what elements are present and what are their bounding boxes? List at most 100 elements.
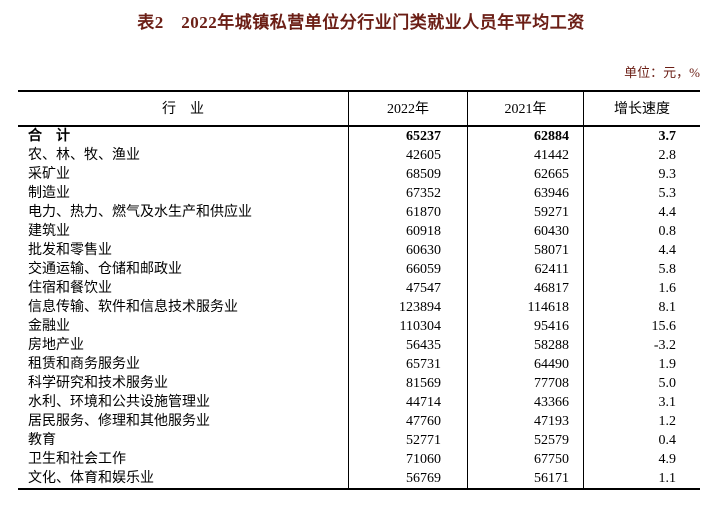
table-row: 建筑业 60918 60430 0.8	[18, 222, 700, 241]
growth-rate-cell: 3.1	[583, 393, 700, 412]
value-2022-cell: 47547	[348, 279, 467, 298]
table-row: 采矿业 68509 62665 9.3	[18, 165, 700, 184]
industry-name-cell: 水利、环境和公共设施管理业	[28, 395, 210, 410]
value-2021-cell: 43366	[467, 393, 583, 412]
value-2021-cell: 95416	[467, 317, 583, 336]
table-row: 租赁和商务服务业 65731 64490 1.9	[18, 355, 700, 374]
wage-table: 行 业 2022年 2021年 增长速度 合 计 65237 62884 3.7 农、林…	[18, 90, 700, 490]
growth-rate-cell: 4.4	[583, 203, 700, 222]
value-2022-cell: 65237	[348, 127, 467, 146]
table-row: 农、林、牧、渔业 42605 41442 2.8	[18, 146, 700, 165]
value-2022-cell: 123894	[348, 298, 467, 317]
value-2022-cell: 52771	[348, 431, 467, 450]
value-2022-cell: 44714	[348, 393, 467, 412]
industry-name-cell: 农、林、牧、渔业	[28, 148, 140, 163]
industry-name-cell: 批发和零售业	[28, 243, 112, 258]
value-2022-cell: 110304	[348, 317, 467, 336]
value-2022-cell: 65731	[348, 355, 467, 374]
industry-name-cell: 制造业	[28, 186, 70, 201]
table-row: 交通运输、仓储和邮政业 66059 62411 5.8	[18, 260, 700, 279]
table-row: 房地产业 56435 58288 -3.2	[18, 336, 700, 355]
value-2022-cell: 42605	[348, 146, 467, 165]
value-2022-cell: 47760	[348, 412, 467, 431]
value-2021-cell: 63946	[467, 184, 583, 203]
value-2022-cell: 61870	[348, 203, 467, 222]
table-body: 合 计 65237 62884 3.7 农、林、牧、渔业 42605 41442 2.8 采矿业…	[18, 127, 700, 488]
value-2022-cell: 60630	[348, 241, 467, 260]
industry-name-cell: 卫生和社会工作	[28, 452, 126, 467]
industry-name-cell: 交通运输、仓储和邮政业	[28, 262, 182, 277]
value-2021-cell: 58288	[467, 336, 583, 355]
value-2021-cell: 67750	[467, 450, 583, 469]
value-2022-cell: 71060	[348, 450, 467, 469]
value-2022-cell: 56435	[348, 336, 467, 355]
industry-name-cell: 电力、热力、燃气及水生产和供应业	[28, 205, 252, 220]
value-2021-cell: 62884	[467, 127, 583, 146]
value-2021-cell: 77708	[467, 374, 583, 393]
industry-name-cell: 教育	[28, 433, 56, 448]
industry-name-cell: 信息传输、软件和信息技术服务业	[28, 300, 238, 315]
table-row: 电力、热力、燃气及水生产和供应业 61870 59271 4.4	[18, 203, 700, 222]
growth-rate-cell: 0.8	[583, 222, 700, 241]
table-row: 水利、环境和公共设施管理业 44714 43366 3.1	[18, 393, 700, 412]
industry-name-cell: 居民服务、修理和其他服务业	[28, 414, 210, 429]
table-row: 卫生和社会工作 71060 67750 4.9	[18, 450, 700, 469]
growth-rate-cell: 1.1	[583, 469, 700, 488]
table-row: 批发和零售业 60630 58071 4.4	[18, 241, 700, 260]
table-row: 科学研究和技术服务业 81569 77708 5.0	[18, 374, 700, 393]
value-2022-cell: 68509	[348, 165, 467, 184]
table-row: 合 计 65237 62884 3.7	[18, 127, 700, 146]
industry-name-cell: 文化、体育和娱乐业	[28, 471, 154, 486]
unit-label: 单位：元，%	[624, 65, 700, 80]
value-2021-cell: 58071	[467, 241, 583, 260]
value-2021-cell: 59271	[467, 203, 583, 222]
growth-rate-cell: 4.4	[583, 241, 700, 260]
value-2021-cell: 41442	[467, 146, 583, 165]
industry-name-cell: 科学研究和技术服务业	[28, 376, 168, 391]
header-2021: 2021年	[467, 92, 583, 127]
value-2022-cell: 81569	[348, 374, 467, 393]
industry-name-cell: 房地产业	[28, 338, 84, 353]
growth-rate-cell: 1.2	[583, 412, 700, 431]
value-2022-cell: 67352	[348, 184, 467, 203]
growth-rate-cell: 5.0	[583, 374, 700, 393]
table-header-row: 行 业 2022年 2021年 增长速度	[18, 92, 700, 127]
growth-rate-cell: 1.6	[583, 279, 700, 298]
growth-rate-cell: 5.3	[583, 184, 700, 203]
industry-name-cell: 采矿业	[28, 167, 70, 182]
header-2022: 2022年	[348, 92, 467, 127]
value-2021-cell: 64490	[467, 355, 583, 374]
table-title: 表2 2022年城镇私营单位分行业门类就业人员年平均工资	[137, 13, 585, 32]
growth-rate-cell: 3.7	[583, 127, 700, 146]
growth-rate-cell: 15.6	[583, 317, 700, 336]
header-growth: 增长速度	[583, 92, 700, 127]
table-row: 金融业 110304 95416 15.6	[18, 317, 700, 336]
growth-rate-cell: 4.9	[583, 450, 700, 469]
table-row: 居民服务、修理和其他服务业 47760 47193 1.2	[18, 412, 700, 431]
value-2021-cell: 56171	[467, 469, 583, 488]
industry-name-cell: 合 计	[28, 129, 70, 144]
table-row: 信息传输、软件和信息技术服务业 123894 114618 8.1	[18, 298, 700, 317]
industry-name-cell: 租赁和商务服务业	[28, 357, 140, 372]
industry-name-cell: 金融业	[28, 319, 70, 334]
growth-rate-cell: 2.8	[583, 146, 700, 165]
table-row: 制造业 67352 63946 5.3	[18, 184, 700, 203]
value-2021-cell: 52579	[467, 431, 583, 450]
industry-name-cell: 住宿和餐饮业	[28, 281, 112, 296]
value-2021-cell: 47193	[467, 412, 583, 431]
table-row: 文化、体育和娱乐业 56769 56171 1.1	[18, 469, 700, 488]
growth-rate-cell: 0.4	[583, 431, 700, 450]
value-2021-cell: 62411	[467, 260, 583, 279]
table-row: 住宿和餐饮业 47547 46817 1.6	[18, 279, 700, 298]
growth-rate-cell: 9.3	[583, 165, 700, 184]
growth-rate-cell: 8.1	[583, 298, 700, 317]
value-2022-cell: 66059	[348, 260, 467, 279]
table-row: 教育 52771 52579 0.4	[18, 431, 700, 450]
value-2022-cell: 56769	[348, 469, 467, 488]
value-2022-cell: 60918	[348, 222, 467, 241]
value-2021-cell: 60430	[467, 222, 583, 241]
value-2021-cell: 46817	[467, 279, 583, 298]
growth-rate-cell: -3.2	[583, 336, 700, 355]
value-2021-cell: 62665	[467, 165, 583, 184]
